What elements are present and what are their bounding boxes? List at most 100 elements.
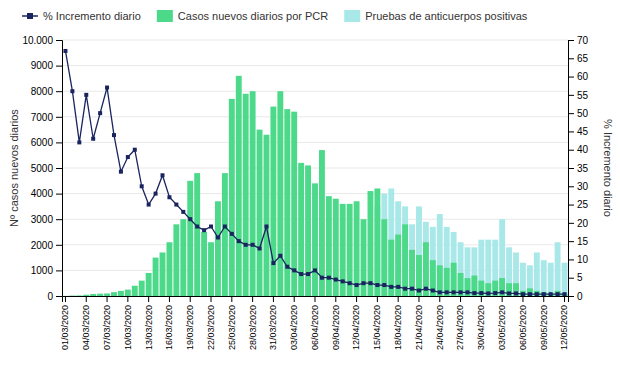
marker (521, 292, 525, 296)
bar (180, 219, 186, 296)
tick-mark (56, 142, 62, 143)
legend: % Incremento diario Casos nuevos diarios … (22, 10, 528, 22)
marker (507, 291, 511, 295)
tick: 30/04/2020 (476, 296, 486, 350)
marker (556, 292, 560, 296)
tick: 10 (568, 254, 589, 265)
tick-mark (543, 296, 544, 302)
bar (361, 219, 367, 296)
tick-mark (335, 296, 336, 302)
tick-mark (56, 194, 62, 195)
marker (292, 268, 296, 272)
tick-label: 0 (47, 291, 53, 302)
marker (472, 291, 476, 295)
tick-label: 4000 (31, 188, 54, 199)
tick-mark (398, 296, 399, 302)
tick: 65 (568, 53, 589, 64)
tick-mark (56, 270, 62, 271)
tick-label: 35 (577, 163, 589, 174)
line (65, 51, 564, 294)
marker (77, 140, 81, 144)
marker (341, 279, 345, 283)
marker (327, 276, 331, 280)
marker (362, 281, 366, 285)
legend-swatch (344, 10, 360, 22)
marks (63, 49, 567, 296)
bar (326, 196, 332, 296)
marker (465, 290, 469, 294)
bar (132, 286, 138, 296)
tick: 25 (568, 199, 589, 210)
tick: 50 (568, 108, 589, 119)
tick: 16/03/2020 (164, 296, 174, 350)
bar (430, 227, 436, 296)
marker (195, 225, 199, 229)
bar (222, 173, 228, 296)
tick-label: 60 (577, 71, 589, 82)
bar (63, 296, 69, 297)
bar (291, 112, 297, 296)
tick-label: 28/03/2020 (247, 305, 257, 350)
tick-label: 07/03/2020 (102, 305, 112, 350)
tick-label: 18/04/2020 (393, 305, 403, 350)
marker (549, 292, 553, 296)
tick-mark (568, 186, 574, 187)
tick-label: 10.000 (22, 35, 53, 46)
legend-label: Pruebas de anticuerpos positivas (365, 10, 528, 22)
bar (451, 263, 457, 296)
y-axis-title: Nº casos nuevos diarios (8, 109, 20, 227)
tick-mark (315, 296, 316, 302)
bar (166, 242, 172, 296)
bar (520, 263, 526, 296)
y2-axis-title: % Incremento diario (602, 119, 614, 217)
bar (118, 291, 124, 296)
bar (236, 76, 242, 296)
legend-item: Casos nuevos diarios por PCR (157, 10, 328, 22)
tick-label: 1000 (31, 265, 54, 276)
marker (424, 287, 428, 291)
marker (382, 283, 386, 287)
bar (548, 263, 554, 296)
tick-mark (568, 77, 574, 78)
legend-label: % Incremento diario (43, 10, 141, 22)
tick-label: 06/04/2020 (310, 305, 320, 350)
bar (499, 219, 505, 296)
tick-mark (568, 259, 574, 260)
bar (83, 295, 89, 296)
tick-mark (481, 296, 482, 302)
chart: 010002000300040005000600070008000900010.… (0, 0, 620, 368)
marker (299, 272, 303, 276)
tick: 03/04/2020 (289, 296, 299, 350)
tick-mark (56, 245, 62, 246)
tick-label: 70 (577, 35, 589, 46)
bar (305, 165, 311, 296)
bar (63, 296, 69, 297)
bar (409, 224, 415, 296)
marker (105, 86, 109, 90)
tick: 1000 (31, 265, 62, 276)
tick: 55 (568, 90, 589, 101)
legend-marker (27, 13, 33, 19)
marker (154, 192, 158, 196)
tick: 22/03/2020 (206, 296, 216, 350)
tick-label: 5000 (31, 163, 54, 174)
bar (69, 295, 75, 296)
bar (534, 291, 540, 296)
marker (84, 93, 88, 97)
tick-label: 03/05/2020 (497, 305, 507, 350)
tick-label: 2000 (31, 240, 54, 251)
bar (471, 247, 477, 296)
tick-label: 06/05/2020 (518, 305, 528, 350)
marker (216, 235, 220, 239)
bar (264, 135, 270, 296)
tick-label: 31/03/2020 (268, 305, 278, 350)
bar (368, 191, 374, 296)
marker (126, 155, 130, 159)
tick-label: 30 (577, 181, 589, 192)
bar (388, 240, 394, 296)
tick: 09/04/2020 (331, 296, 341, 350)
marker (161, 173, 165, 177)
marker (251, 243, 255, 247)
tick-mark (418, 296, 419, 302)
marker (528, 292, 532, 296)
